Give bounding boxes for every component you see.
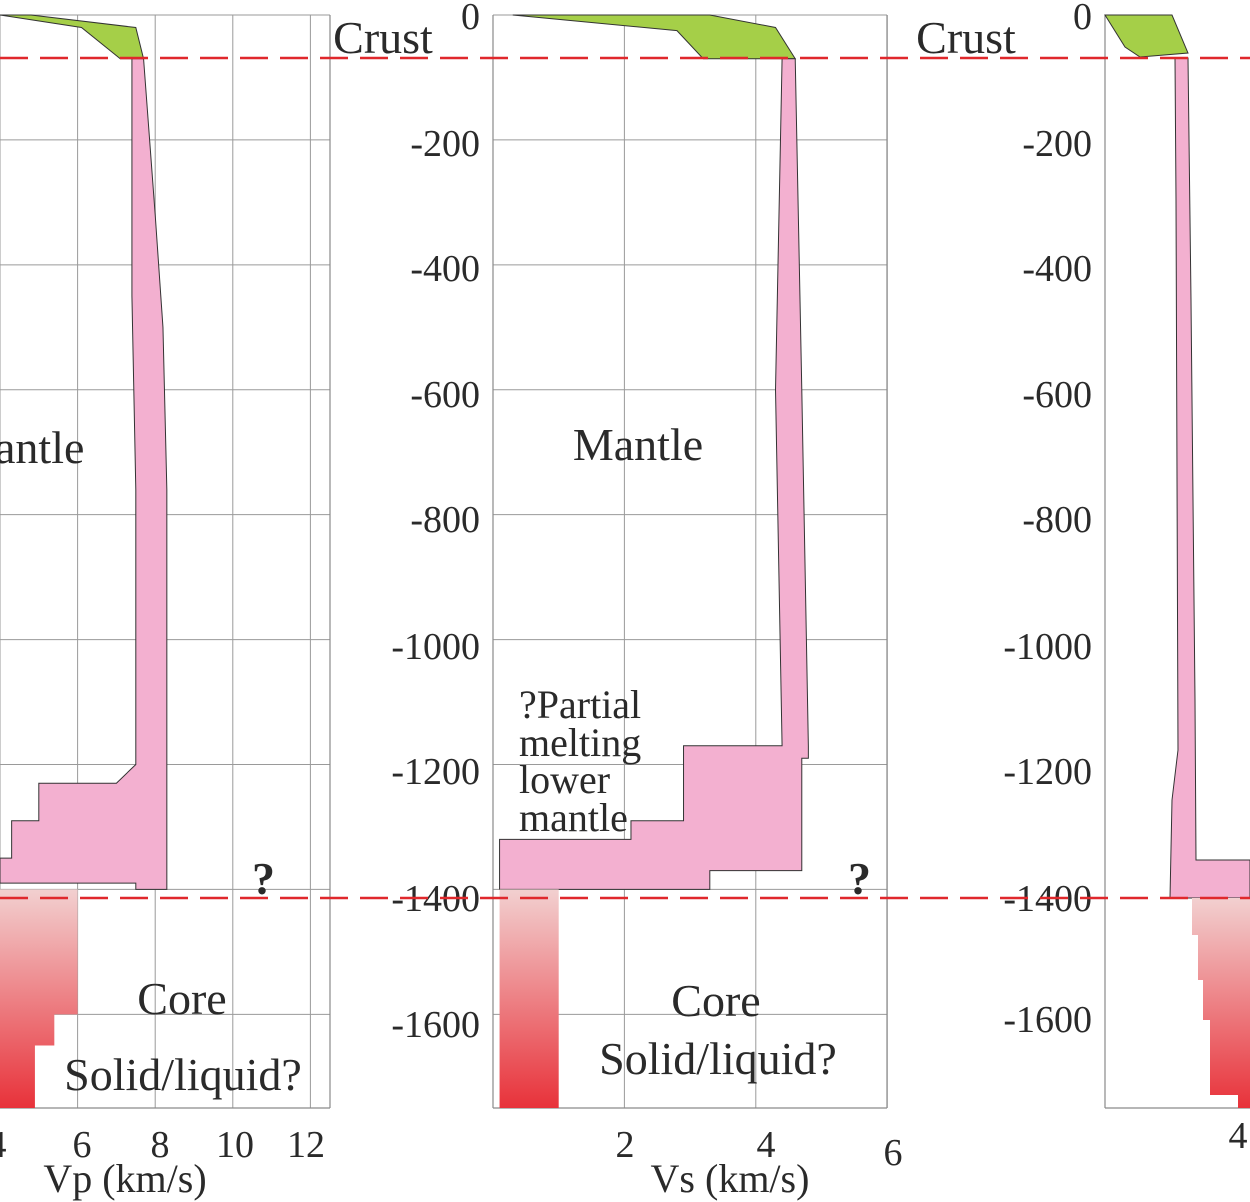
note-line: ?Partial: [519, 682, 641, 727]
vs-y-tick-label: -600: [410, 374, 480, 416]
third-y-tick-label: -400: [1022, 248, 1092, 290]
core-region: [499, 889, 559, 1108]
vp-x-tick-label: 8: [151, 1124, 170, 1166]
core-region: [1185, 898, 1250, 1108]
vp-x-tick-label: 4: [0, 1124, 7, 1166]
vp-boundary-question-mark: ?: [252, 853, 275, 904]
third-panel-y-ticks: 0 -200 -400 -600 -800 -1000 -1200 -1400 …: [1003, 0, 1092, 1041]
note-line: melting: [519, 720, 641, 765]
vs-mantle-label: Mantle: [573, 419, 703, 470]
vs-core-label: Core: [671, 975, 760, 1026]
third-y-tick-label: -200: [1022, 123, 1092, 165]
vs-y-tick-label: -200: [410, 123, 480, 165]
vs-x-tick-label: 2: [616, 1124, 635, 1166]
vp-x-axis-label: Vp (km/s): [43, 1156, 206, 1201]
vs-y-tick-label: -1600: [391, 1004, 480, 1046]
mantle-region: [0, 58, 168, 890]
vp-core-state-label: Solid/liquid?: [64, 1049, 302, 1100]
core-region: [0, 889, 78, 1108]
vs-boundary-question-mark: ?: [848, 853, 871, 904]
vs-panel-x-ticks: 2 4 6: [616, 1124, 903, 1174]
crust-region: [1104, 14, 1189, 58]
vs-panel-y-ticks: 0 -200 -400 -600 -800 -1000 -1200 -1400 …: [391, 0, 480, 1046]
vp-core-label: Core: [137, 973, 226, 1024]
third-panel-grid: [1104, 15, 1250, 1109]
third-y-tick-label: -1600: [1003, 999, 1092, 1041]
mantle-region: [1169, 57, 1250, 899]
vs-y-tick-label: -800: [410, 499, 480, 541]
note-line: lower: [519, 757, 610, 802]
vp-mantle-label: antle: [0, 422, 84, 473]
crust-region: [0, 14, 145, 60]
vs-x-tick-label: 6: [884, 1132, 903, 1174]
vp-panel-profile: [0, 14, 168, 1108]
vs-y-tick-label: -1000: [391, 626, 480, 668]
vs-panel-profile: [499, 14, 809, 1108]
partial-melting-note: ?Partial melting lower mantle: [519, 682, 641, 840]
note-line: mantle: [519, 795, 628, 840]
vp-x-tick-label: 6: [73, 1124, 92, 1166]
third-panel: 0 -200 -400 -600 -800 -1000 -1200 -1400 …: [916, 0, 1250, 1157]
vs-y-tick-label: 0: [461, 0, 480, 38]
third-y-tick-label: -1200: [1003, 751, 1092, 793]
third-panel-profile: [1104, 14, 1250, 1108]
third-y-tick-label: -1000: [1003, 626, 1092, 668]
third-x-tick-label: 4: [1229, 1115, 1248, 1157]
vs-x-axis-label: Vs (km/s): [651, 1156, 810, 1201]
vs-core-state-label: Solid/liquid?: [599, 1033, 837, 1084]
vs-x-tick-label: 4: [757, 1124, 776, 1166]
vs-crust-label: Crust: [333, 12, 433, 63]
vp-x-tick-label: 10: [216, 1124, 254, 1166]
vs-y-tick-label: -1200: [391, 751, 480, 793]
third-y-tick-label: -600: [1022, 374, 1092, 416]
vs-panel: 0 -200 -400 -600 -800 -1000 -1200 -1400 …: [333, 0, 902, 1201]
vp-panel: 4 6 8 10 12 Vp (km/s) antle Core Solid/l…: [0, 14, 331, 1201]
vs-y-tick-label: -400: [410, 248, 480, 290]
third-y-tick-label: -800: [1022, 499, 1092, 541]
vp-panel-x-ticks: 4 6 8 10 12: [0, 1124, 325, 1166]
crust-region: [512, 14, 797, 60]
mantle-region: [499, 58, 809, 890]
third-y-tick-label: 0: [1073, 0, 1092, 38]
third-crust-label: Crust: [916, 12, 1016, 63]
vp-x-tick-label: 12: [287, 1124, 325, 1166]
